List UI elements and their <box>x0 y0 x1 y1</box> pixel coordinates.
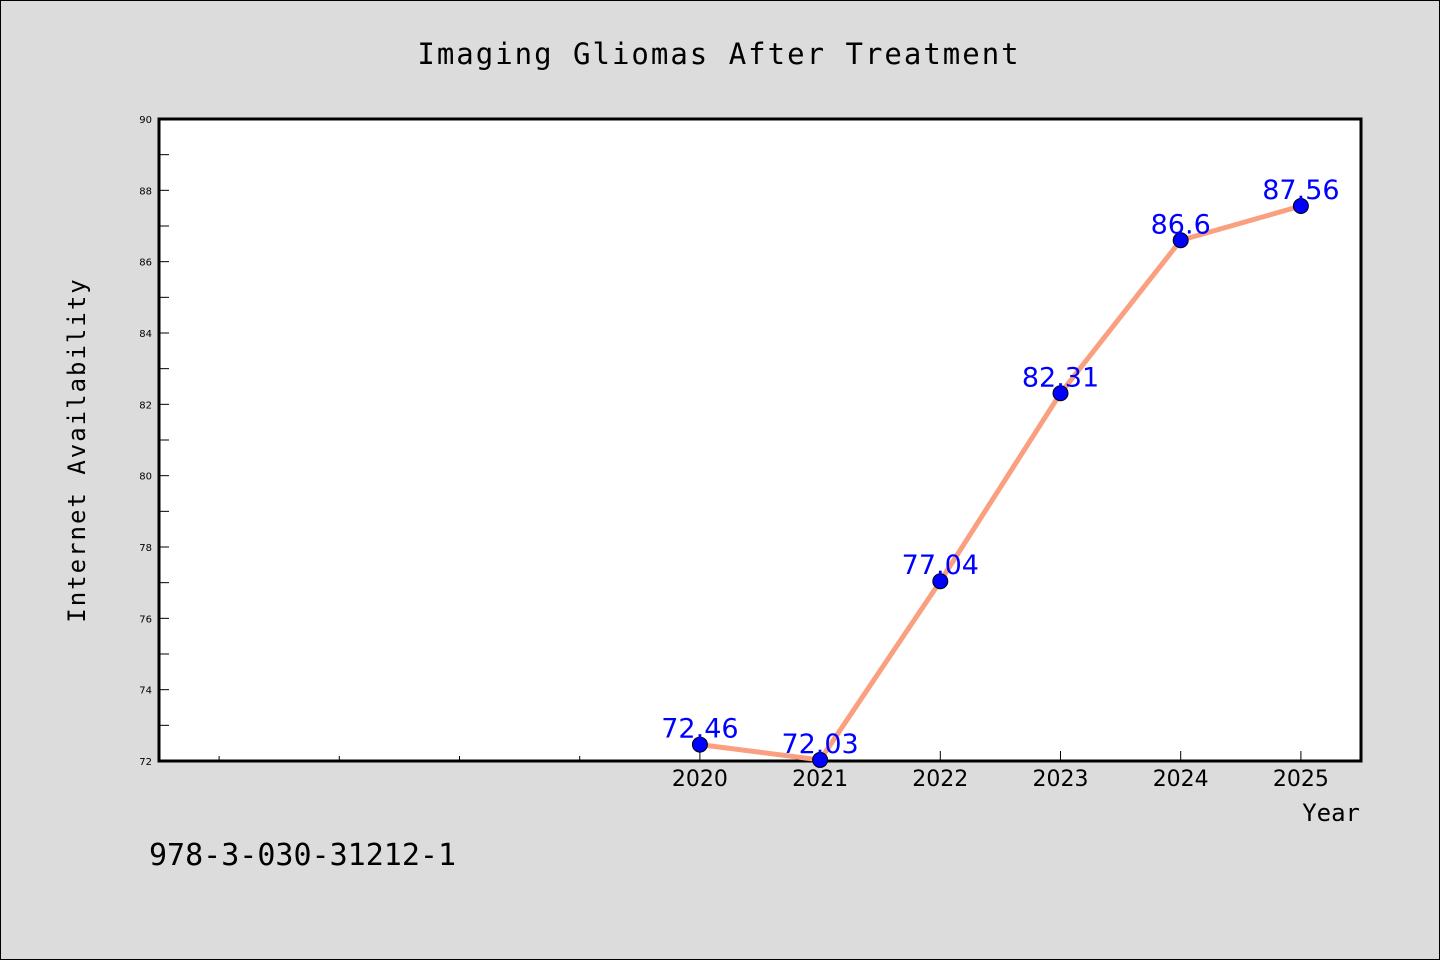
x-axis-ticks: 2020 2021 2022 2023 2024 2025 <box>218 751 1329 792</box>
data-point <box>932 573 949 590</box>
y-tick-label: 72 <box>139 757 152 768</box>
footer-identifier: 978-3-030-31212-1 <box>149 838 456 873</box>
data-label: 87.56 <box>1262 175 1339 206</box>
data-point <box>1172 232 1189 249</box>
data-point <box>1052 385 1069 402</box>
y-tick-label: 80 <box>139 472 152 483</box>
y-tick-label: 86 <box>139 258 152 269</box>
y-tick-label: 88 <box>139 186 152 197</box>
y-tick-label: 90 <box>139 115 152 126</box>
data-label: 72.03 <box>781 729 858 760</box>
y-tick-label: 76 <box>139 614 152 625</box>
y-axis-ticks: 72 74 76 78 80 82 84 86 88 90 <box>139 115 169 768</box>
data-point <box>691 736 708 753</box>
chart-title: Imaging Gliomas After Treatment <box>417 37 1020 71</box>
y-tick-label: 74 <box>139 686 152 697</box>
x-tick-label: 2021 <box>792 767 848 792</box>
x-tick-label: 2025 <box>1273 767 1329 792</box>
data-point <box>1292 198 1309 215</box>
data-point <box>812 751 829 768</box>
y-axis-label: Internet Availability <box>63 277 91 622</box>
y-tick-label: 78 <box>139 543 152 554</box>
series-line <box>697 203 1304 763</box>
x-tick-label: 2020 <box>672 767 728 792</box>
x-tick-label: 2022 <box>912 767 968 792</box>
data-label: 86.6 <box>1151 209 1211 240</box>
y-tick-label: 82 <box>139 400 152 411</box>
data-label: 72.46 <box>661 714 738 745</box>
series-layer: 72.46 72.03 77.04 82.31 86.6 87.56 <box>661 175 1340 768</box>
y-tick-label: 84 <box>139 329 152 340</box>
plot-area <box>157 117 1363 763</box>
data-label: 77.04 <box>902 550 979 581</box>
x-tick-label: 2023 <box>1033 767 1089 792</box>
x-axis-label: Year <box>1302 799 1360 827</box>
x-tick-label: 2024 <box>1153 767 1209 792</box>
data-label: 82.31 <box>1022 362 1099 393</box>
